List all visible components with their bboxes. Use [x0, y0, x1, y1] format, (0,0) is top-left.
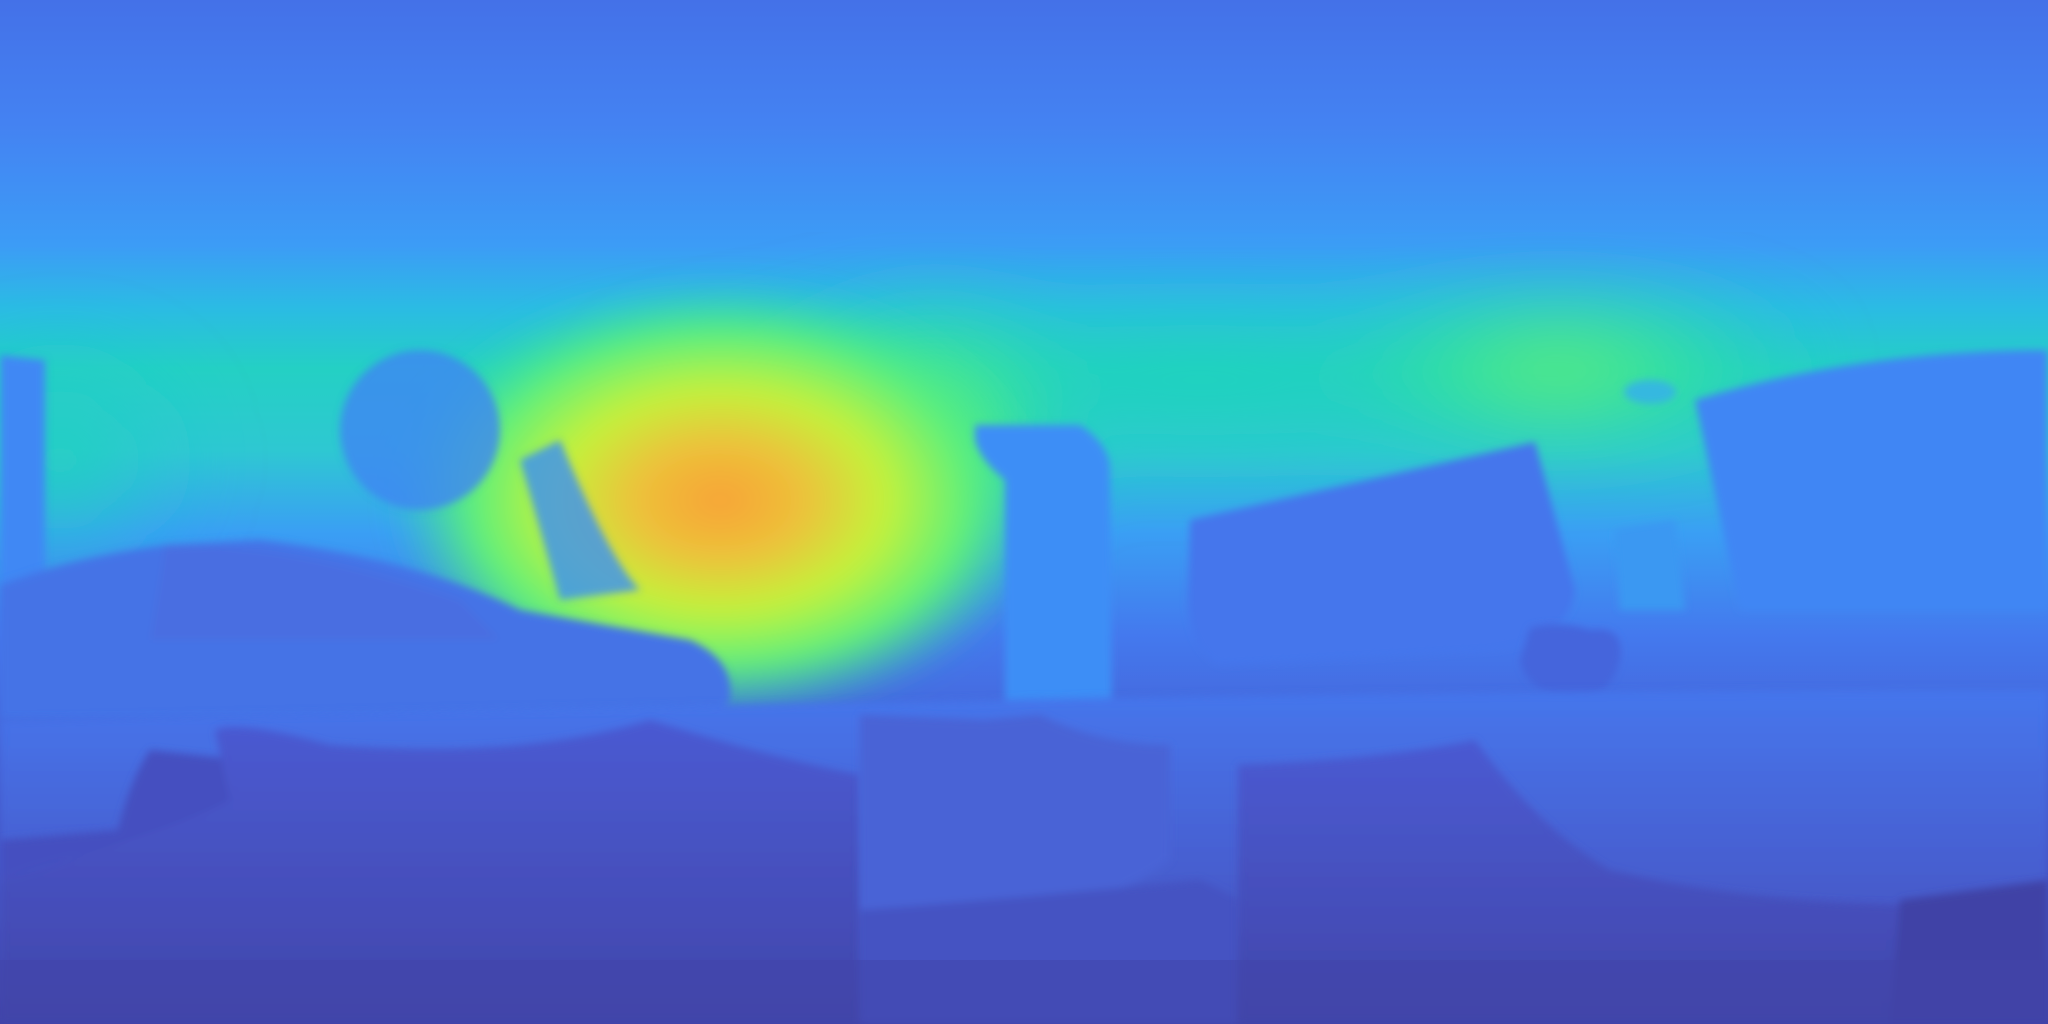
right-armchair — [1188, 442, 1575, 665]
right-wall-panel — [1615, 350, 2048, 610]
near-floor-shade — [0, 960, 2048, 1024]
foreground-left-furniture — [0, 720, 860, 1024]
left-wall-objects — [0, 350, 640, 600]
small-cushion — [1520, 624, 1621, 700]
center-doorway-column — [975, 425, 1112, 720]
left-sofa — [0, 540, 731, 720]
farthest-region — [390, 280, 1050, 720]
